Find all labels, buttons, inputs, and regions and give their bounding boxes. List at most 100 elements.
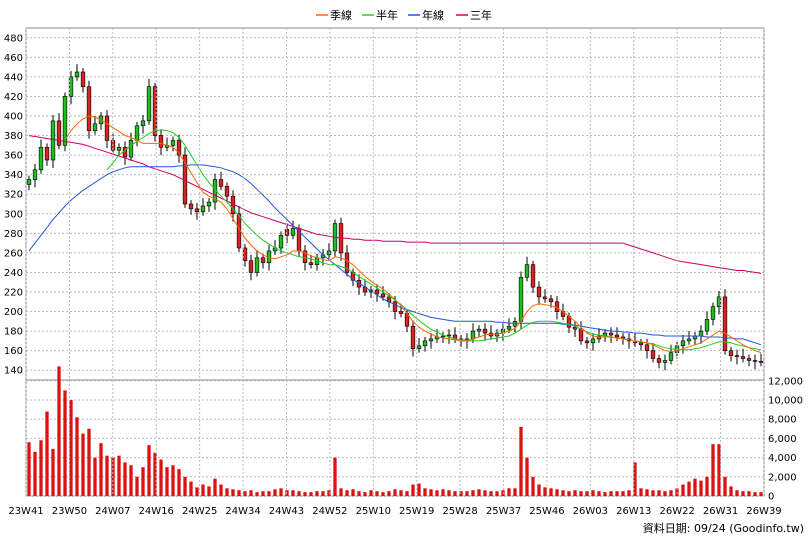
candle-body: [392, 301, 398, 312]
volume-bar: [687, 481, 691, 496]
volume-bar: [657, 490, 661, 496]
volume-bar: [759, 492, 763, 496]
volume-bar: [261, 491, 265, 496]
volume-bar: [573, 490, 577, 496]
volume-tick-label: 4,000: [768, 453, 797, 464]
price-tick-label: 480: [4, 33, 23, 44]
price-panel: 140 160 180 200 220 240 260 280 300 320 340 360 380 4…: [4, 27, 765, 381]
volume-bar: [147, 445, 151, 496]
x-tick-label: 25W28: [442, 506, 477, 517]
volume-bar: [567, 491, 571, 496]
candle-body: [524, 264, 530, 278]
candle-body: [278, 234, 284, 249]
volume-bar: [555, 489, 559, 496]
volume-tick-label: 8,000: [768, 415, 797, 426]
volume-bar: [45, 411, 49, 496]
volume-bar: [123, 462, 127, 496]
volume-bar: [369, 490, 373, 496]
ma-half-line: [106, 129, 762, 351]
volume-bar: [489, 491, 493, 496]
candle-body: [344, 252, 350, 273]
volume-bar: [297, 491, 301, 496]
x-tick-label: 24W07: [95, 506, 130, 517]
candle-body: [752, 360, 758, 362]
volume-bar: [63, 390, 67, 496]
candle-body: [116, 146, 122, 151]
volume-bar: [417, 483, 421, 496]
volume-bar: [291, 490, 295, 496]
price-tick-label: 240: [4, 268, 23, 279]
x-tick-label: 26W39: [746, 506, 781, 517]
candle-body: [686, 338, 692, 342]
candle-body: [614, 334, 620, 338]
candle-body: [680, 340, 686, 347]
volume-bar: [75, 417, 79, 496]
candle-body: [410, 325, 416, 350]
volume-bar: [87, 428, 91, 496]
candle-body: [542, 296, 548, 300]
volume-bar: [117, 455, 121, 496]
candle-body: [92, 123, 98, 131]
volume-bar: [237, 490, 241, 496]
x-tick-label: 24W43: [269, 506, 304, 517]
candle-body: [590, 338, 596, 344]
price-tick-label: 300: [4, 209, 23, 220]
volume-bar: [345, 490, 349, 496]
candle-body: [170, 140, 176, 146]
x-tick-label: 26W03: [573, 506, 608, 517]
volume-bar: [333, 457, 337, 496]
volume-bar: [171, 465, 175, 496]
candle-body: [668, 352, 674, 361]
candle-body: [428, 338, 434, 342]
price-tick-label: 220: [4, 288, 23, 299]
candle-body: [746, 358, 752, 361]
candle-body: [734, 355, 740, 357]
volume-bar: [483, 490, 487, 496]
x-tick-label: 24W52: [312, 506, 347, 517]
candle-body: [536, 286, 542, 298]
volume-bar: [303, 492, 307, 496]
candle-body: [506, 325, 512, 330]
volume-bar: [633, 462, 637, 496]
volume-bar: [177, 469, 181, 496]
volume-bar: [441, 489, 445, 496]
candle-body: [80, 71, 86, 87]
volume-bar: [231, 489, 235, 496]
price-tick-label: 320: [4, 190, 23, 201]
volume-bar: [255, 492, 259, 496]
ma-quarter-line: [64, 115, 762, 354]
candle-body: [374, 289, 380, 295]
volume-bar: [309, 492, 313, 496]
volume-bar: [39, 440, 43, 496]
volume-bar: [681, 484, 685, 496]
volume-bar: [453, 491, 457, 496]
candle-body: [578, 328, 584, 342]
volume-bar: [285, 490, 289, 496]
volume-bar: [129, 465, 133, 496]
candle-body: [650, 350, 656, 359]
candle-body: [302, 250, 308, 263]
volume-bar: [591, 490, 595, 496]
x-tick-label: 26W31: [703, 506, 738, 517]
price-tick-label: 280: [4, 229, 23, 240]
volume-bar: [249, 490, 253, 496]
x-tick-label: 25W46: [529, 506, 564, 517]
volume-bar: [651, 490, 655, 496]
volume-bar: [465, 491, 469, 496]
candle-body: [74, 71, 80, 78]
volume-bar: [507, 488, 511, 496]
volume-bar: [513, 488, 517, 496]
volume-bar: [387, 491, 391, 496]
data-date-footer: 資料日期: 09/24 (Goodinfo.tw): [643, 521, 804, 535]
price-tick-label: 420: [4, 92, 23, 103]
volume-bar: [717, 444, 721, 496]
candle-body: [698, 330, 704, 337]
candle-body: [710, 306, 716, 320]
candle-body: [50, 120, 56, 161]
candle-body: [644, 344, 650, 351]
volume-bar: [189, 481, 193, 496]
volume-bar: [321, 491, 325, 496]
volume-bar: [159, 459, 163, 496]
candle-body: [422, 340, 428, 347]
